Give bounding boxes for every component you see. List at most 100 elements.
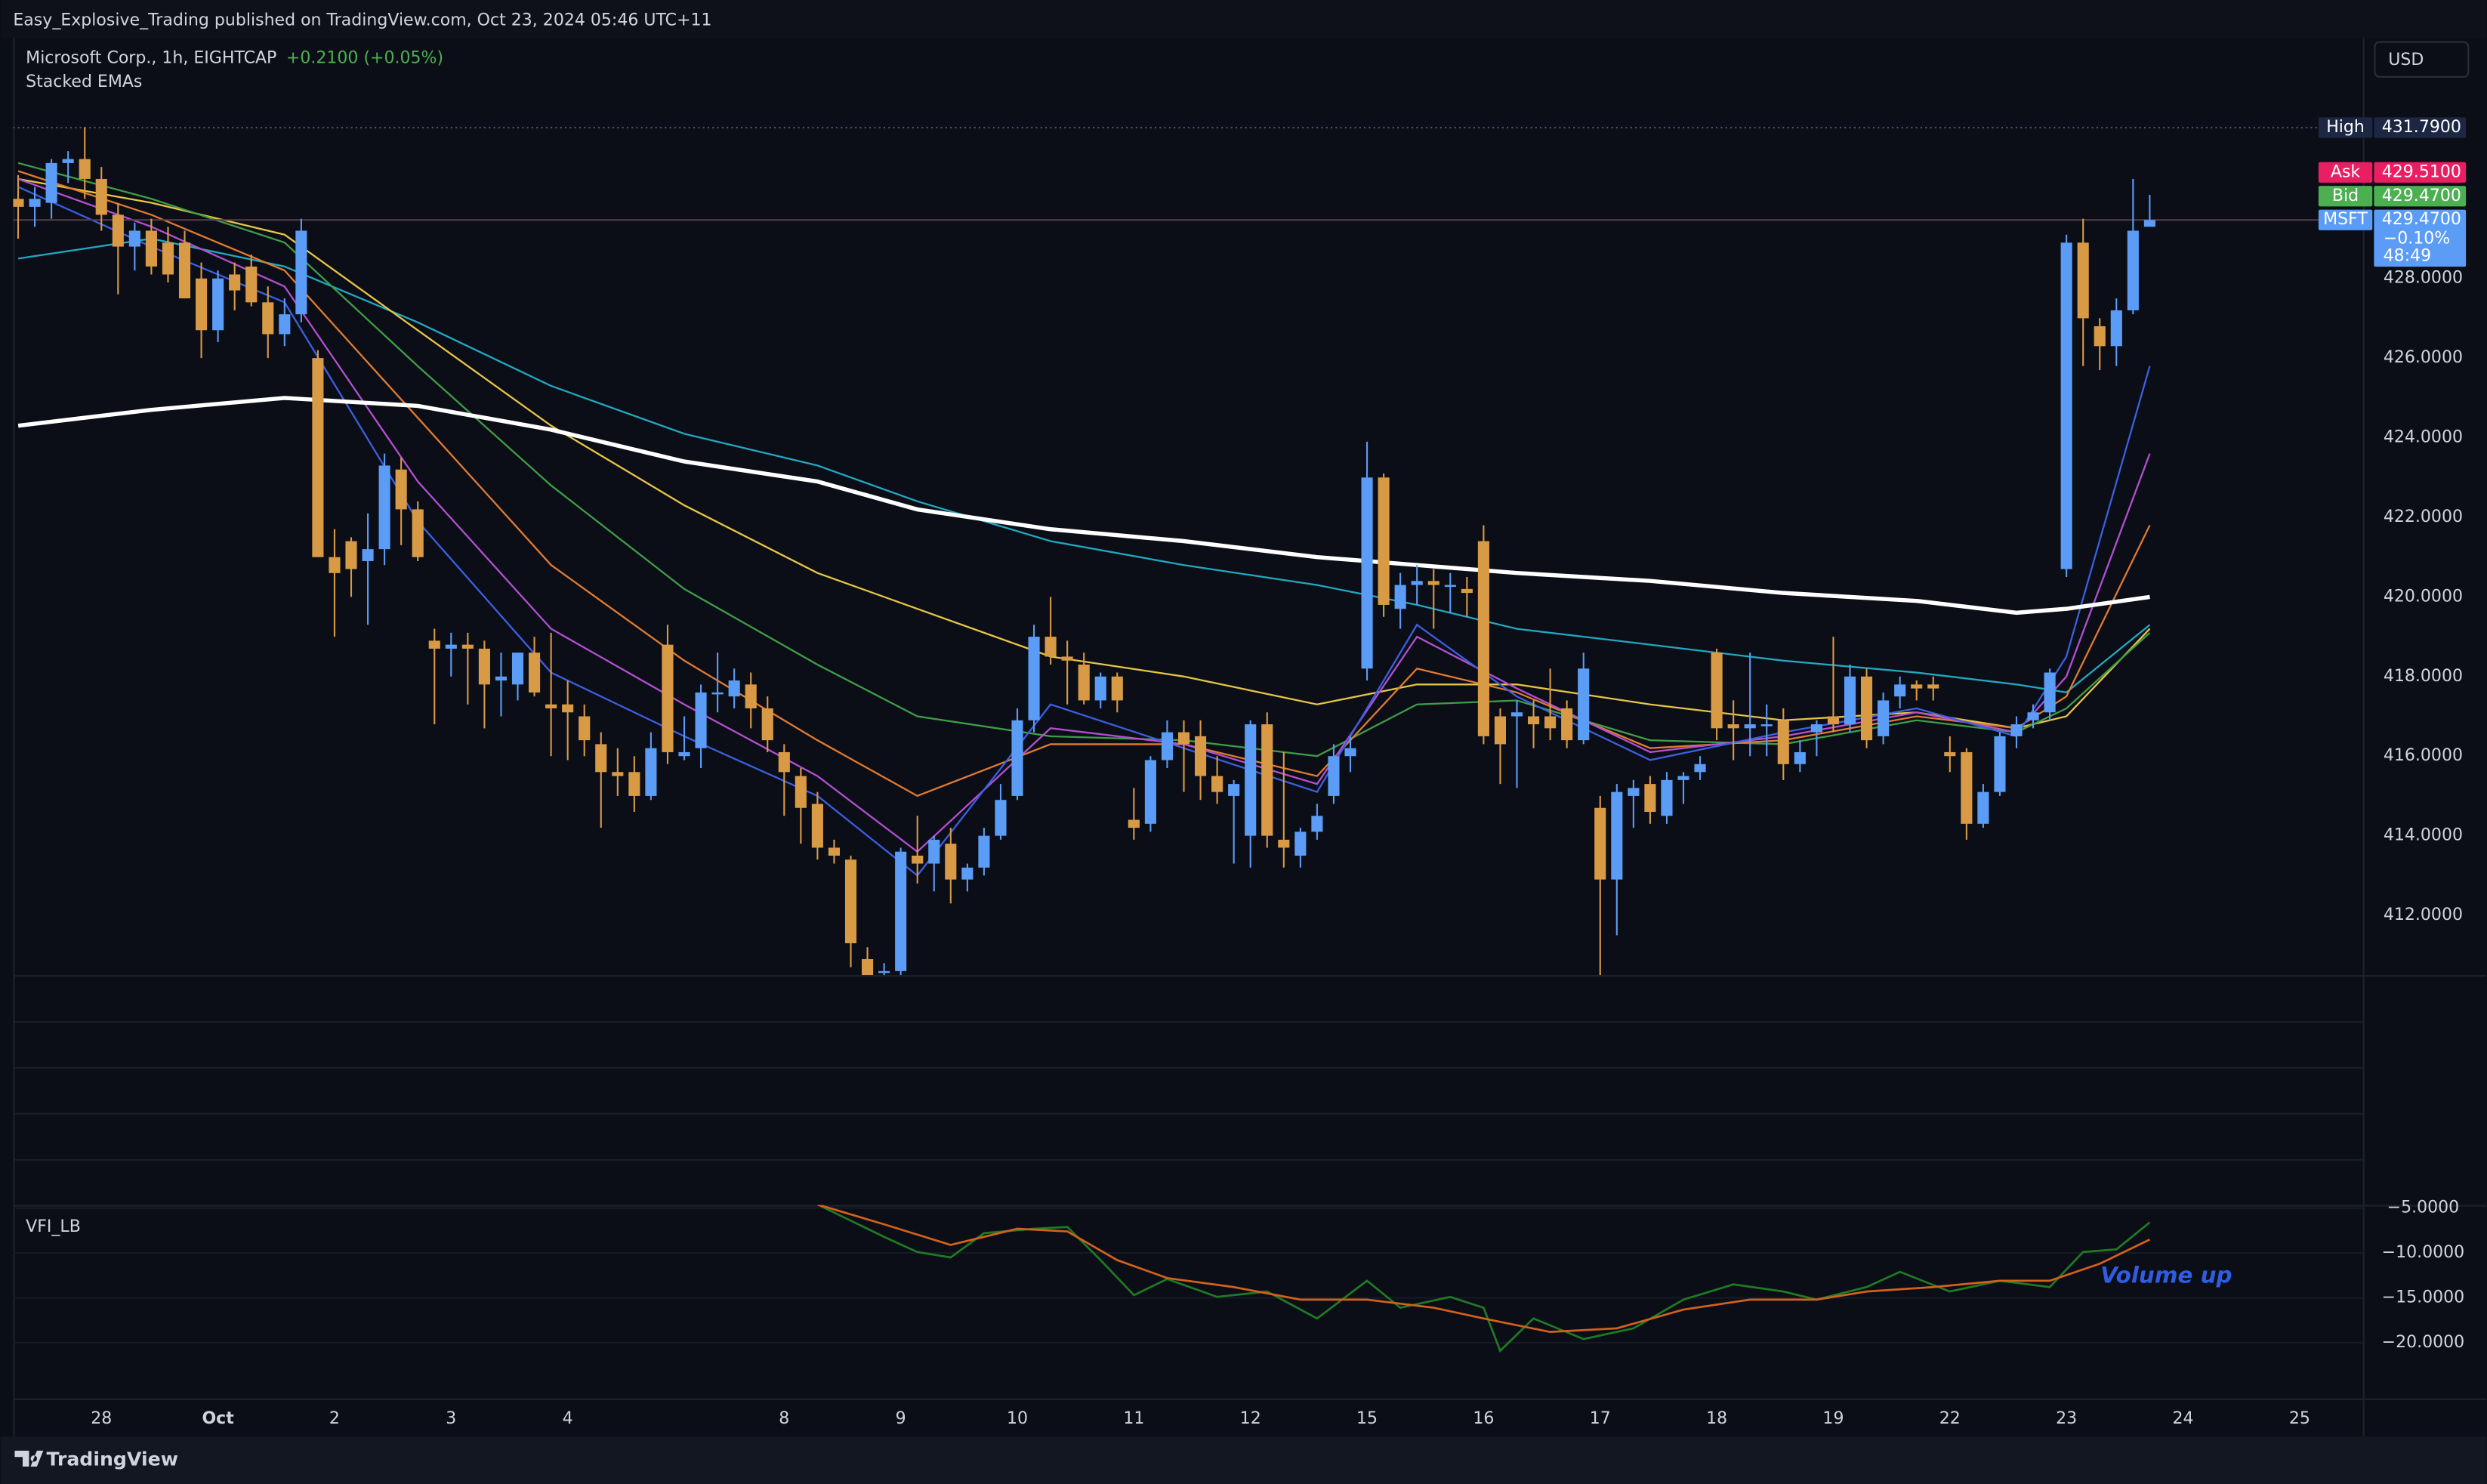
price-tag-name: Ask	[2331, 162, 2361, 181]
x-tick-label: 22	[1939, 1409, 1961, 1428]
candle-body	[1594, 807, 1606, 880]
candle-body	[1028, 637, 1040, 720]
annotation: Volume up	[2100, 1262, 2232, 1288]
candle-body	[95, 178, 107, 215]
x-tick-label: 18	[1706, 1409, 1727, 1428]
candle-body	[2110, 310, 2122, 347]
y-tick-label: 418.0000	[2384, 667, 2463, 686]
candle-body	[112, 214, 124, 247]
y-tick-label: 426.0000	[2384, 348, 2463, 367]
candle-body	[145, 230, 157, 267]
candle-body	[761, 708, 773, 741]
currency[interactable]: USD	[2388, 51, 2424, 69]
candle-body	[2094, 325, 2106, 347]
candle-body	[1144, 760, 1156, 824]
candle-body	[1261, 724, 1273, 836]
x-tick-label: 4	[563, 1409, 573, 1428]
candle-body	[1777, 720, 1789, 764]
candle-body	[612, 772, 624, 776]
currency-button[interactable]	[2374, 41, 2470, 78]
candle-body	[811, 804, 823, 848]
candle-body	[862, 959, 874, 976]
brand-logo	[14, 1450, 44, 1467]
candle-body	[912, 855, 924, 864]
candle-body	[229, 274, 241, 291]
candle-body	[562, 704, 574, 713]
candle-body	[1161, 732, 1174, 761]
x-tick-label: 8	[779, 1409, 789, 1428]
candle-body	[1861, 676, 1873, 741]
x-tick-label: 11	[1123, 1409, 1144, 1428]
candle-body	[428, 640, 440, 649]
x-tick-label: 19	[1822, 1409, 1844, 1428]
candle-body	[1760, 724, 1773, 727]
candle-body	[511, 653, 524, 685]
candle-body	[628, 772, 640, 796]
x-tick-label: 28	[91, 1409, 112, 1428]
header-text: Easy_Explosive_Trading published on Trad…	[13, 11, 711, 29]
candle-body	[1094, 676, 1106, 701]
candle-body	[1661, 779, 1673, 816]
candle-body	[1878, 700, 1890, 736]
candle-body	[1245, 724, 1257, 836]
candle-body	[1894, 684, 1906, 697]
brand-name: TradingView	[46, 1449, 177, 1470]
candle-body	[1494, 716, 1507, 745]
candle-body	[478, 648, 490, 685]
candle-body	[178, 242, 191, 299]
candle-body	[1061, 656, 1073, 661]
candle-body	[678, 751, 690, 757]
candle-body	[545, 704, 557, 708]
candle-body	[2060, 242, 2072, 569]
candle-body	[1961, 751, 1973, 824]
y-tick-label: 424.0000	[2384, 428, 2463, 447]
price-tag-name-box	[2318, 162, 2373, 183]
candle-body	[1111, 676, 1123, 701]
candle-body	[495, 676, 508, 681]
candle-body	[1578, 668, 1590, 741]
candle-body	[1827, 716, 1840, 725]
candle-body	[1694, 764, 1706, 773]
candle-body	[1611, 791, 1623, 880]
candle-body	[711, 692, 724, 695]
candle-body	[1394, 585, 1406, 609]
candle-body	[579, 716, 591, 741]
price-tag-value-box	[2374, 162, 2467, 183]
vfi-title: VFI_LB	[26, 1217, 81, 1236]
x-tick-label: Oct	[202, 1409, 234, 1428]
candle-body	[279, 314, 291, 335]
symbol-title: Microsoft Corp., 1h, EIGHTCAP	[26, 49, 276, 68]
candle-body	[1427, 581, 1439, 585]
x-tick-label: 15	[1356, 1409, 1378, 1428]
candle-body	[1195, 736, 1207, 776]
candle-body	[345, 541, 357, 569]
candle-body	[662, 644, 674, 752]
candle-body	[1528, 716, 1540, 725]
candle-body	[1294, 831, 1307, 856]
candle-body	[995, 800, 1007, 836]
price-tag-value: 429.4700	[2382, 187, 2461, 205]
y-tick-label: 428.0000	[2384, 269, 2463, 288]
candle-body	[1561, 708, 1573, 741]
candle-body	[62, 159, 74, 163]
candle-body	[1344, 748, 1356, 757]
candle-body	[79, 159, 91, 179]
price-tag-value: 429.5100	[2382, 162, 2461, 181]
candle-body	[1011, 720, 1023, 796]
price-tag-change: −0.10%	[2384, 229, 2450, 248]
candle-body	[245, 266, 258, 303]
candle-body	[262, 302, 274, 335]
candle-body	[1994, 736, 2006, 792]
candle-body	[828, 847, 841, 856]
candle-body	[529, 653, 541, 693]
candle-body	[1211, 776, 1223, 792]
candle-body	[1128, 819, 1140, 828]
candle-body	[1177, 732, 1190, 745]
candle-body	[795, 776, 807, 808]
price-tag-value: 431.7900	[2382, 118, 2461, 137]
candle-body	[945, 844, 957, 880]
y-tick-label: 416.0000	[2384, 746, 2463, 765]
candle-body	[1911, 684, 1923, 689]
price-tag-value-box	[2374, 209, 2467, 267]
